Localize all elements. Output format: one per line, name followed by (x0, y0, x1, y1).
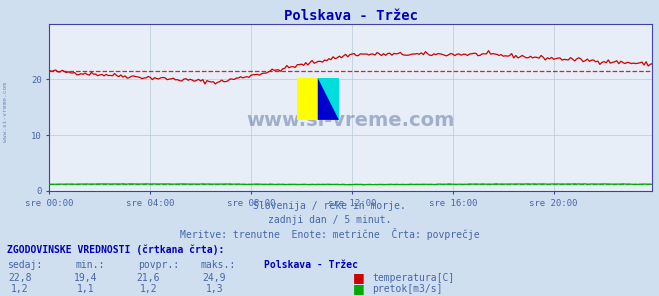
Text: temperatura[C]: temperatura[C] (372, 273, 455, 283)
Text: pretok[m3/s]: pretok[m3/s] (372, 284, 443, 295)
Text: ZGODOVINSKE VREDNOSTI (črtkana črta):: ZGODOVINSKE VREDNOSTI (črtkana črta): (7, 244, 224, 255)
Text: 19,4: 19,4 (74, 273, 98, 283)
Text: Slovenija / reke in morje.: Slovenija / reke in morje. (253, 201, 406, 211)
Polygon shape (318, 78, 339, 120)
Text: sedaj:: sedaj: (7, 260, 42, 270)
FancyBboxPatch shape (318, 78, 339, 120)
Text: povpr.:: povpr.: (138, 260, 179, 270)
Text: Polskava - Tržec: Polskava - Tržec (264, 260, 358, 270)
Text: 24,9: 24,9 (202, 273, 226, 283)
FancyBboxPatch shape (297, 78, 318, 120)
Text: 1,2: 1,2 (140, 284, 157, 295)
Text: www.si-vreme.com: www.si-vreme.com (3, 83, 8, 142)
Text: 1,3: 1,3 (206, 284, 223, 295)
Text: min.:: min.: (76, 260, 105, 270)
Text: ■: ■ (353, 271, 364, 284)
Text: 21,6: 21,6 (136, 273, 160, 283)
Text: maks.:: maks.: (201, 260, 236, 270)
Text: Meritve: trenutne  Enote: metrične  Črta: povprečje: Meritve: trenutne Enote: metrične Črta: … (180, 228, 479, 240)
Text: 1,2: 1,2 (11, 284, 28, 295)
Text: zadnji dan / 5 minut.: zadnji dan / 5 minut. (268, 215, 391, 226)
Title: Polskava - Tržec: Polskava - Tržec (284, 9, 418, 22)
Text: 22,8: 22,8 (8, 273, 32, 283)
Text: 1,1: 1,1 (77, 284, 94, 295)
Text: ■: ■ (353, 282, 364, 295)
Text: www.si-vreme.com: www.si-vreme.com (246, 111, 455, 130)
